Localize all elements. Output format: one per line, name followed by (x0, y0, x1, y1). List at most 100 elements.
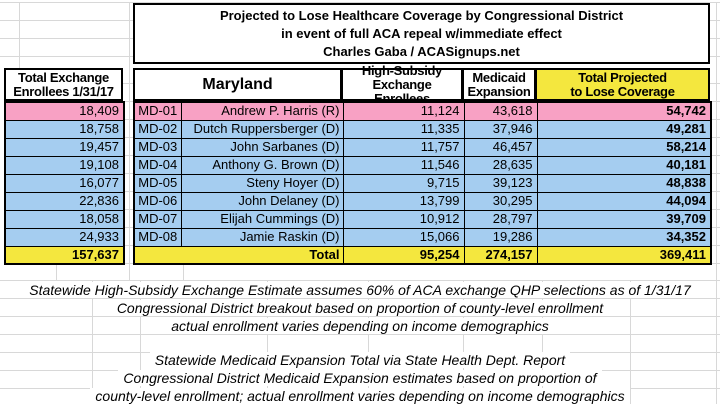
districts-table: MD-01 Andrew P. Harris (R) 11,124 43,618… (133, 101, 712, 265)
total-cell[interactable]: 58,214 (536, 137, 712, 157)
total-cell[interactable]: 44,094 (536, 191, 712, 211)
gridline-vertical (542, 280, 543, 404)
representative-cell[interactable]: Steny Hoyer (D) (180, 173, 344, 193)
total-exchange-enrollees-table: 18,409 18,758 19,457 19,108 16,077 22,83… (4, 101, 125, 265)
total-row: Total 95,254 274,157 369,411 (133, 245, 712, 265)
exchange-cell[interactable]: 11,124 (342, 101, 465, 121)
gridline-vertical (56, 264, 57, 280)
table-row: 16,077 (4, 173, 125, 193)
district-cell[interactable]: MD-04 (133, 155, 182, 175)
exchange-enrollees-cell[interactable]: 22,836 (4, 191, 125, 211)
total-cell[interactable]: 48,838 (536, 173, 712, 193)
exchange-cell[interactable]: 13,799 (342, 191, 465, 211)
title-line-2: in event of full ACA repeal w/immediate … (281, 25, 562, 41)
total-cell[interactable]: 54,742 (536, 101, 712, 121)
table-row: 19,108 (4, 155, 125, 175)
table-row: MD-06 John Delaney (D) 13,799 30,295 44,… (133, 191, 712, 211)
gridline-vertical (716, 3, 717, 404)
representative-cell[interactable]: Elijah Cummings (D) (180, 209, 344, 229)
medicaid-cell[interactable]: 28,797 (463, 209, 538, 229)
district-cell[interactable]: MD-03 (133, 137, 182, 157)
grand-total-cell[interactable]: 369,411 (536, 245, 712, 265)
medicaid-cell[interactable]: 43,618 (463, 101, 538, 121)
medicaid-expansion-header-cell[interactable]: Medicaid Expansion (463, 68, 536, 101)
gridline-vertical (140, 280, 141, 404)
medicaid-cell[interactable]: 46,457 (463, 137, 538, 157)
exchange-enrollees-cell[interactable]: 19,108 (4, 155, 125, 175)
exchange-enrollees-cell[interactable]: 19,457 (4, 137, 125, 157)
representative-cell[interactable]: Jamie Raskin (D) (180, 227, 344, 247)
representative-cell[interactable]: Dutch Ruppersberger (D) (180, 119, 344, 139)
total-row: 157,637 (4, 245, 125, 265)
table-row: 18,758 (4, 119, 125, 139)
district-cell[interactable]: MD-02 (133, 119, 182, 139)
exchange-cell[interactable]: 11,757 (342, 137, 465, 157)
district-cell[interactable]: MD-05 (133, 173, 182, 193)
gridline-vertical (630, 280, 631, 404)
table-row: 24,933 (4, 227, 125, 247)
medicaid-note-line-3: county-level enrollment; actual enrollme… (0, 388, 720, 404)
exchange-enrollees-total-cell[interactable]: 157,637 (4, 245, 125, 265)
state-name: Maryland (202, 76, 273, 93)
exchange-cell[interactable]: 11,335 (342, 119, 465, 139)
exchange-cell[interactable]: 15,066 (342, 227, 465, 247)
exchange-enrollees-cell[interactable]: 16,077 (4, 173, 125, 193)
medicaid-cell[interactable]: 28,635 (463, 155, 538, 175)
total-exchange-enrollees-header[interactable]: Total Exchange Enrollees 1/31/17 (4, 68, 123, 101)
medicaid-cell[interactable]: 39,123 (463, 173, 538, 193)
table-row: 18,409 (4, 101, 125, 121)
representative-cell[interactable]: John Delaney (D) (180, 191, 344, 211)
gridline-vertical (92, 280, 93, 404)
title-attribution: Charles Gaba / ACASignups.net (323, 43, 520, 59)
total-cell[interactable]: 34,352 (536, 227, 712, 247)
exchange-cell[interactable]: 11,546 (342, 155, 465, 175)
table-row: 18,058 (4, 209, 125, 229)
gridlines-gap-column (123, 68, 133, 264)
gridline-vertical (463, 280, 464, 404)
left-header-line-2: Enrollees 1/31/17 (13, 83, 114, 99)
exchange-enrollees-header-cell[interactable]: High-Subsidy Exchange Enrollees (342, 63, 463, 105)
table-row: MD-07 Elijah Cummings (D) 10,912 28,797 … (133, 209, 712, 229)
total-cell[interactable]: 39,709 (536, 209, 712, 229)
exchange-enrollees-cell[interactable]: 18,409 (4, 101, 125, 121)
exchange-note-line-1: Statewide High-Subsidy Exchange Estimate… (0, 282, 720, 298)
district-cell[interactable]: MD-08 (133, 227, 182, 247)
exchange-enrollees-cell[interactable]: 18,758 (4, 119, 125, 139)
table-row: MD-01 Andrew P. Harris (R) 11,124 43,618… (133, 101, 712, 121)
left-header-line-1: Total Exchange (18, 69, 109, 85)
district-cell[interactable]: MD-07 (133, 209, 182, 229)
exchange-enrollees-cell[interactable]: 18,058 (4, 209, 125, 229)
representative-cell[interactable]: Anthony G. Brown (D) (180, 155, 344, 175)
gridline-vertical (19, 3, 20, 68)
medicaid-cell[interactable]: 30,295 (463, 191, 538, 211)
district-cell[interactable]: MD-01 (133, 101, 182, 121)
table-row: MD-02 Dutch Ruppersberger (D) 11,335 37,… (133, 119, 712, 139)
state-header-cell[interactable]: Maryland (133, 68, 342, 101)
gridline-vertical (183, 264, 184, 280)
exchange-enrollees-cell[interactable]: 24,933 (4, 227, 125, 247)
total-cell[interactable]: 49,281 (536, 119, 712, 139)
medicaid-total-cell[interactable]: 274,157 (463, 245, 538, 265)
gridline-vertical (129, 3, 130, 280)
medicaid-note-line-2: Congressional District Medicaid Expansio… (0, 370, 720, 386)
medicaid-note-line-1: Statewide Medicaid Expansion Total via S… (0, 352, 720, 368)
representative-cell[interactable]: Andrew P. Harris (R) (180, 101, 344, 121)
medicaid-cell[interactable]: 19,286 (463, 227, 538, 247)
total-label-cell[interactable]: Total (133, 245, 344, 265)
table-row: MD-03 John Sarbanes (D) 11,757 46,457 58… (133, 137, 712, 157)
gridline-vertical (368, 280, 369, 404)
table-row: MD-04 Anthony G. Brown (D) 11,546 28,635… (133, 155, 712, 175)
title-line-1: Projected to Lose Healthcare Coverage by… (219, 7, 624, 23)
district-cell[interactable]: MD-06 (133, 191, 182, 211)
total-cell[interactable]: 40,181 (536, 155, 712, 175)
table-row: MD-05 Steny Hoyer (D) 9,715 39,123 48,83… (133, 173, 712, 193)
exchange-cell[interactable]: 10,912 (342, 209, 465, 229)
total-projected-header-cell[interactable]: Total Projected to Lose Coverage (536, 68, 710, 101)
exchange-note-line-2: Congressional District breakout based on… (0, 300, 720, 316)
medicaid-cell[interactable]: 37,946 (463, 119, 538, 139)
representative-cell[interactable]: John Sarbanes (D) (180, 137, 344, 157)
gridlines-right-margin (710, 68, 720, 264)
exchange-cell[interactable]: 9,715 (342, 173, 465, 193)
exchange-total-cell[interactable]: 95,254 (342, 245, 465, 265)
